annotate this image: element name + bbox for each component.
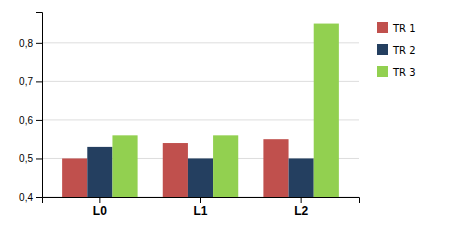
y-tick-label: 0,4 xyxy=(19,192,33,203)
x-tick-mark xyxy=(301,197,302,203)
y-tick-mark xyxy=(36,43,42,44)
legend-label: TR 2 xyxy=(392,45,416,56)
y-tick: 0,6 xyxy=(19,115,42,126)
legend: TR 1 TR 2 TR 3 xyxy=(377,22,416,78)
x-tick-label: L0 xyxy=(93,204,107,218)
legend-label: TR 3 xyxy=(392,67,416,78)
bar xyxy=(263,139,288,197)
y-tick-label: 0,8 xyxy=(19,38,33,49)
plot: 0,4 0,5 0,6 0,7 0,8 L0 L1 L2 xyxy=(19,13,359,218)
grid-line xyxy=(42,42,359,43)
y-axis-line xyxy=(36,13,43,198)
bars xyxy=(62,24,339,197)
x-tick-label: L1 xyxy=(193,204,207,218)
legend-item: TR 3 xyxy=(377,66,416,78)
y-tick-label: 0,6 xyxy=(19,115,33,126)
y-tick-mark xyxy=(36,81,42,82)
x-axis: L0 L1 L2 xyxy=(43,197,360,218)
y-tick-mark xyxy=(36,120,42,121)
x-tick-label: L2 xyxy=(294,204,308,218)
x-tick-mark xyxy=(200,197,201,203)
y-tick-label: 0,7 xyxy=(19,76,33,87)
y-tick: 0,5 xyxy=(19,153,42,164)
legend-label: TR 1 xyxy=(392,23,416,34)
bar xyxy=(289,158,314,197)
bar xyxy=(163,143,188,197)
grid-line xyxy=(42,119,359,120)
legend-swatch xyxy=(377,22,388,33)
series xyxy=(112,24,338,197)
legend-swatch xyxy=(377,44,388,55)
legend-swatch xyxy=(377,66,388,77)
bar xyxy=(314,24,339,197)
x-tick: L1 xyxy=(193,197,207,218)
x-tick: L0 xyxy=(93,197,107,218)
y-tick-label: 0,5 xyxy=(19,153,33,164)
legend-item: TR 2 xyxy=(377,44,416,56)
y-tick: 0,8 xyxy=(19,38,42,49)
y-tick-mark xyxy=(36,197,42,198)
bar xyxy=(62,158,87,197)
y-axis: 0,4 0,5 0,6 0,7 0,8 xyxy=(19,13,42,203)
x-tick-mark xyxy=(99,197,100,203)
chart: 0,4 0,5 0,6 0,7 0,8 L0 L1 L2 TR 1 TR 2 TR 3 xyxy=(0,0,451,227)
x-axis-line xyxy=(43,198,360,204)
bar xyxy=(188,158,213,197)
y-tick: 0,4 xyxy=(19,192,42,203)
y-tick: 0,7 xyxy=(19,76,42,87)
legend-item: TR 1 xyxy=(377,22,416,34)
series xyxy=(62,139,288,197)
grid xyxy=(42,43,359,197)
grid-line xyxy=(42,81,359,82)
bar xyxy=(112,135,137,197)
y-tick-mark xyxy=(36,158,42,159)
bar xyxy=(87,147,112,197)
x-tick: L2 xyxy=(294,197,308,218)
bar xyxy=(213,135,238,197)
